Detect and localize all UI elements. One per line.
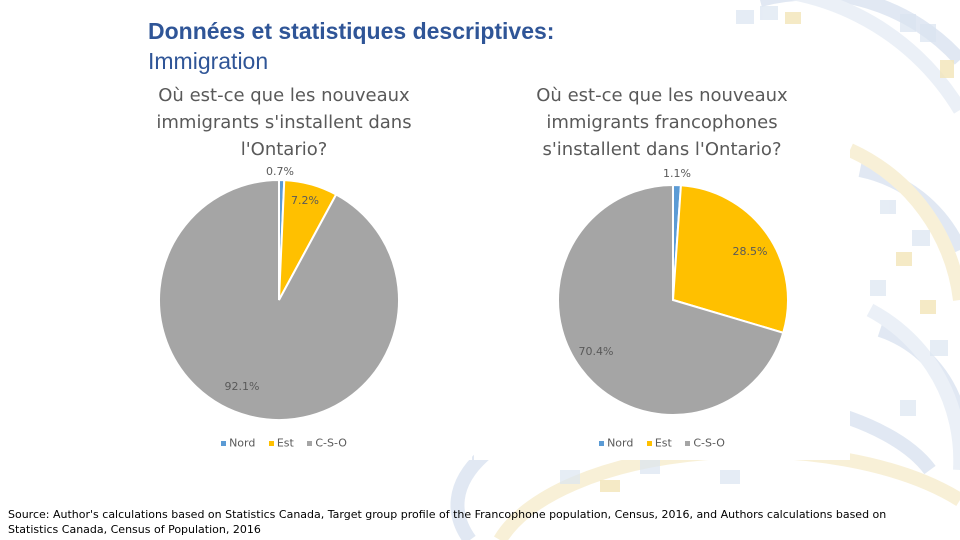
- chart-title-line: l'Ontario?: [240, 139, 328, 160]
- chart-legend: Nord Est C-S-O: [96, 436, 472, 450]
- pie-chart-all-immigrants: Où est-ce que les nouveaux immigrants s'…: [96, 74, 472, 460]
- data-label: 28.5%: [733, 245, 768, 258]
- pie-svg: 1.1% 28.5% 70.4%: [557, 167, 789, 416]
- legend-swatch: [646, 440, 652, 446]
- chart-title-line: Où est-ce que les nouveaux: [158, 85, 410, 106]
- legend-swatch: [685, 440, 691, 446]
- pie-slice-c-s-o: [158, 178, 400, 421]
- legend-swatch: [307, 440, 313, 446]
- chart-title-line: Où est-ce que les nouveaux: [536, 85, 788, 106]
- chart-legend: Nord Est C-S-O: [474, 436, 850, 450]
- legend-item-cso: C-S-O: [307, 436, 347, 450]
- chart-title: Où est-ce que les nouveaux immigrants s'…: [96, 82, 472, 163]
- legend-label: Est: [276, 436, 294, 450]
- pie-slice-est: [671, 184, 789, 335]
- legend-swatch: [268, 440, 274, 446]
- legend-item-est: Est: [646, 436, 672, 450]
- slide-title: Données et statistiques descriptives: Im…: [148, 16, 708, 76]
- legend-label: C-S-O: [315, 436, 347, 450]
- chart-title: Où est-ce que les nouveaux immigrants fr…: [474, 82, 850, 163]
- legend-swatch: [599, 440, 605, 446]
- legend-label: Est: [654, 436, 672, 450]
- data-label: 92.1%: [225, 380, 260, 393]
- legend-item-nord: Nord: [221, 436, 255, 450]
- chart-title-line: s'installent dans l'Ontario?: [542, 139, 782, 160]
- legend-item-nord: Nord: [599, 436, 633, 450]
- chart-title-line: immigrants s'installent dans: [156, 112, 412, 133]
- pie-slice-c-s-o: [557, 183, 785, 416]
- source-note: Source: Author's calculations based on S…: [8, 508, 887, 536]
- data-label: 1.1%: [663, 167, 691, 180]
- slide-subtitle: Immigration: [148, 48, 269, 74]
- legend-label: Nord: [229, 436, 256, 450]
- pie-svg: 0.7% 7.2% 92.1%: [158, 165, 400, 421]
- legend-swatch: [221, 440, 227, 446]
- pie-chart-francophone-immigrants: Où est-ce que les nouveaux immigrants fr…: [474, 74, 850, 460]
- chart-title-line: immigrants francophones: [546, 112, 778, 133]
- data-label: 7.2%: [291, 194, 319, 207]
- slide-title-main: Données et statistiques descriptives:: [148, 18, 555, 44]
- legend-label: Nord: [607, 436, 634, 450]
- legend-item-est: Est: [268, 436, 294, 450]
- legend-label: C-S-O: [693, 436, 725, 450]
- legend-item-cso: C-S-O: [685, 436, 725, 450]
- data-label: 70.4%: [579, 345, 614, 358]
- data-label: 0.7%: [266, 165, 294, 178]
